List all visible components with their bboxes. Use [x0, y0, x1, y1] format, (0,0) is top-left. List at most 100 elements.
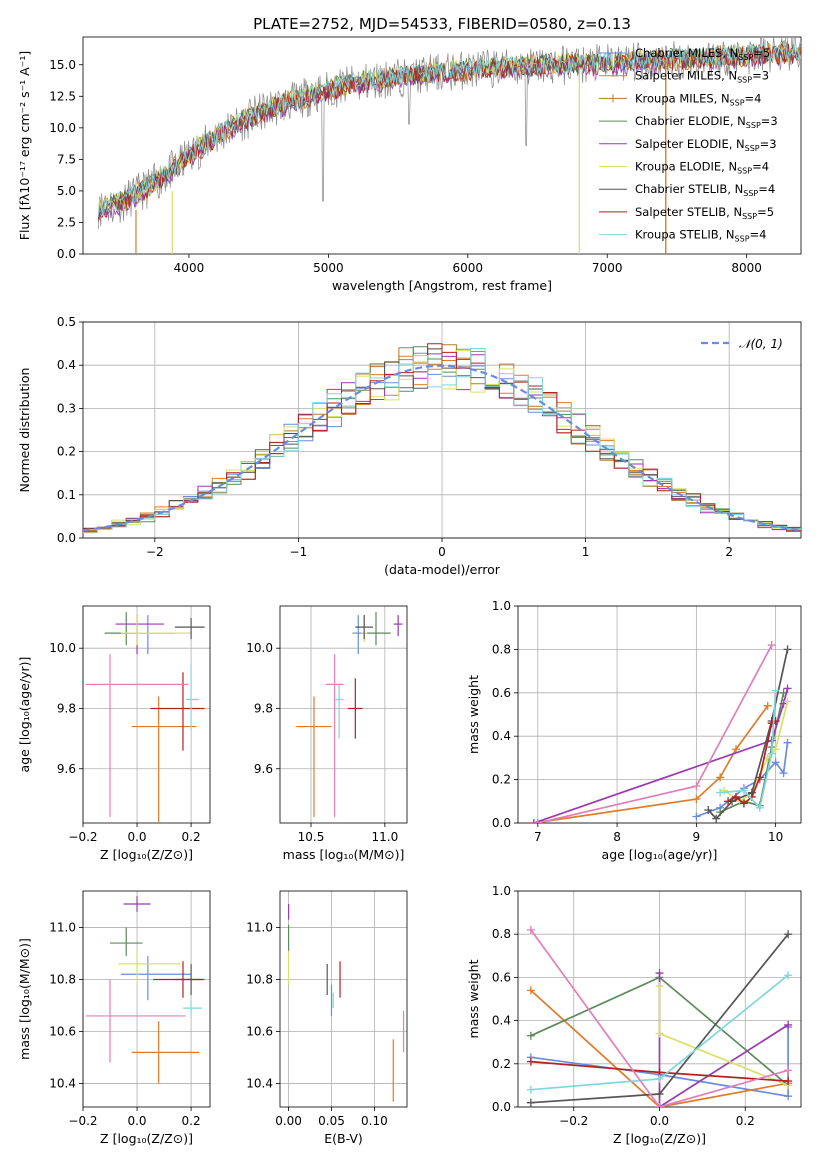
- legend-entry: Kroupa STELIB, NSSP=4: [635, 228, 766, 244]
- series-marker-salpeter_stelib: [526, 1057, 535, 1066]
- y-tick-label: 0.3: [57, 401, 76, 415]
- series-marker-pink: [533, 819, 542, 823]
- series-marker-chabrier_stelib: [704, 805, 713, 814]
- series-marker-chabrier_stelib: [783, 645, 792, 654]
- y-tick-label: 7.5: [57, 152, 76, 166]
- data-point-salpeter_miles: [296, 696, 332, 817]
- data-point-pink: [85, 654, 189, 817]
- y-tick-label: 0.8: [492, 642, 511, 656]
- series-marker-salpeter_elodie: [783, 684, 792, 693]
- series-marker-salpeter_miles: [526, 986, 535, 995]
- x-tick-label: 0.0: [650, 1114, 669, 1128]
- series-marker-chabrier_stelib: [655, 1090, 664, 1099]
- plot-area: [85, 896, 205, 1084]
- chart-age_vs_Z: −0.2 0.0 0.2 9.6 9.8 10.0 Z [log₁₀(Z/Z⊙)] age […: [17, 605, 211, 862]
- legend-entry: Chabrier STELIB, NSSP=4: [635, 182, 775, 198]
- x-tick-label: 0.2: [736, 1114, 755, 1128]
- x-tick-label: 0.2: [182, 1114, 201, 1128]
- model-spectrum-salpeter_stelib: [97, 43, 801, 220]
- axes-frame: [82, 36, 802, 255]
- x-tick-label: 7: [534, 830, 542, 844]
- data-point-chabrier_elodie: [110, 927, 143, 957]
- chart-spectrum: 4000 5000 6000 7000 8000 0.0 2.5 5.0 7.5 10.0 12.5…: [17, 36, 802, 293]
- model-spectrum-salpeter_miles: [97, 41, 801, 217]
- x-tick-label: 2: [725, 545, 733, 559]
- series-marker-pink: [655, 1103, 664, 1107]
- y-tick-label: 0.8: [492, 927, 511, 941]
- x-axis-label: Z [log₁₀(Z/Z⊙)]: [613, 1131, 706, 1146]
- series-marker-chabrier_miles: [771, 758, 780, 767]
- series-marker-chabrier_miles: [783, 738, 792, 747]
- data-point-salpeter_elodie: [123, 896, 151, 912]
- y-tick-label: 10.0: [49, 121, 76, 135]
- series-marker-chabrier_stelib: [784, 930, 793, 939]
- data-point-salpeter_miles: [131, 696, 197, 823]
- y-tick-label: 0.4: [57, 358, 76, 372]
- series-marker-salpeter_stelib: [784, 1077, 793, 1086]
- model-spectrum-kroupa_stelib: [97, 41, 801, 218]
- y-tick-label: 9.8: [254, 701, 273, 715]
- series-marker-salpeter_miles: [692, 795, 701, 804]
- y-axis-label: mass weight: [466, 675, 481, 754]
- data-point-kroupa_elodie: [118, 950, 181, 985]
- series-marker-salpeter_miles: [731, 745, 740, 754]
- axes-frame: [279, 605, 408, 824]
- axes-frame: [82, 605, 211, 824]
- series-marker-chabrier_miles: [784, 1092, 793, 1101]
- series-marker-kroupa_stelib: [771, 686, 780, 695]
- y-tick-label: 2.5: [57, 215, 76, 229]
- plot-area: [529, 641, 792, 823]
- y-tick-label: 10.8: [246, 972, 273, 986]
- axes-frame: [517, 605, 802, 824]
- series-marker-kroupa_elodie: [771, 745, 780, 754]
- y-tick-label: 10.0: [246, 641, 273, 655]
- chart-mass_weight_vs_age: 7 8 9 10 0.0 0.2 0.4 0.6 0.8 1.0 age [log₁₀(age/yr…: [466, 599, 802, 862]
- legend-entry: 𝒩(0, 1): [739, 337, 783, 351]
- x-axis-label: age [log₁₀(age/yr)]: [602, 847, 718, 862]
- y-tick-label: 0.1: [57, 488, 76, 502]
- data-point-kroupa_stelib: [185, 663, 200, 730]
- legend-entry: Salpeter STELIB, NSSP=5: [635, 205, 774, 221]
- y-tick-label: 12.5: [49, 89, 76, 103]
- y-tick-label: 0.2: [57, 445, 76, 459]
- x-axis-label: E(B-V): [324, 1131, 363, 1146]
- series-marker-kroupa_stelib: [655, 1074, 664, 1083]
- legend-entry: Chabrier ELODIE, NSSP=3: [635, 114, 778, 130]
- y-tick-label: 11.0: [49, 920, 76, 934]
- x-tick-label: −1: [290, 545, 308, 559]
- y-axis-label: mass weight: [466, 959, 481, 1038]
- legend-entry: Chabrier MILES, NSSP=5: [635, 46, 770, 62]
- y-tick-label: 15.0: [49, 58, 76, 72]
- y-tick-label: 9.6: [57, 762, 76, 776]
- data-point-pink: [85, 979, 186, 1063]
- series-marker-kroupa_stelib: [739, 786, 748, 795]
- data-point-pink: [325, 654, 344, 817]
- y-axis-label: age [log₁₀(age/yr)]: [17, 657, 32, 773]
- y-tick-label: 0.0: [492, 816, 511, 830]
- data-point-chabrier_stelib: [174, 618, 205, 640]
- x-tick-label: 5000: [313, 261, 344, 275]
- series-marker-chabrier_miles: [692, 812, 701, 821]
- series-marker-pink: [784, 1066, 793, 1075]
- series-marker-salpeter_stelib: [724, 797, 733, 806]
- y-tick-label: 0.0: [492, 1100, 511, 1114]
- series-marker-kroupa_stelib: [716, 788, 725, 797]
- x-tick-label: 0.0: [127, 830, 146, 844]
- series-marker-chabrier_stelib: [712, 814, 721, 823]
- residual-histogram-salpeter_stelib: [83, 343, 801, 532]
- data-point-kroupa_stelib: [334, 684, 344, 739]
- series-marker-salpeter_stelib: [739, 799, 748, 808]
- legend-entry: Salpeter MILES, NSSP=3: [635, 69, 769, 85]
- series-marker-salpeter_elodie: [529, 819, 538, 823]
- series-marker-chabrier_elodie: [526, 1031, 535, 1040]
- legend-entry: Kroupa ELODIE, NSSP=4: [635, 160, 769, 176]
- y-tick-label: 10.6: [49, 1025, 76, 1039]
- series-marker-kroupa_stelib: [755, 803, 764, 812]
- axes-frame: [82, 321, 802, 539]
- y-tick-label: 10.8: [49, 972, 76, 986]
- series-marker-salpeter_stelib: [755, 773, 764, 782]
- y-tick-label: 1.0: [492, 599, 511, 613]
- x-axis-label: mass [log₁₀(M/M⊙)]: [283, 847, 405, 862]
- data-point-salpeter_stelib: [153, 961, 202, 998]
- axes-frame: [279, 890, 408, 1108]
